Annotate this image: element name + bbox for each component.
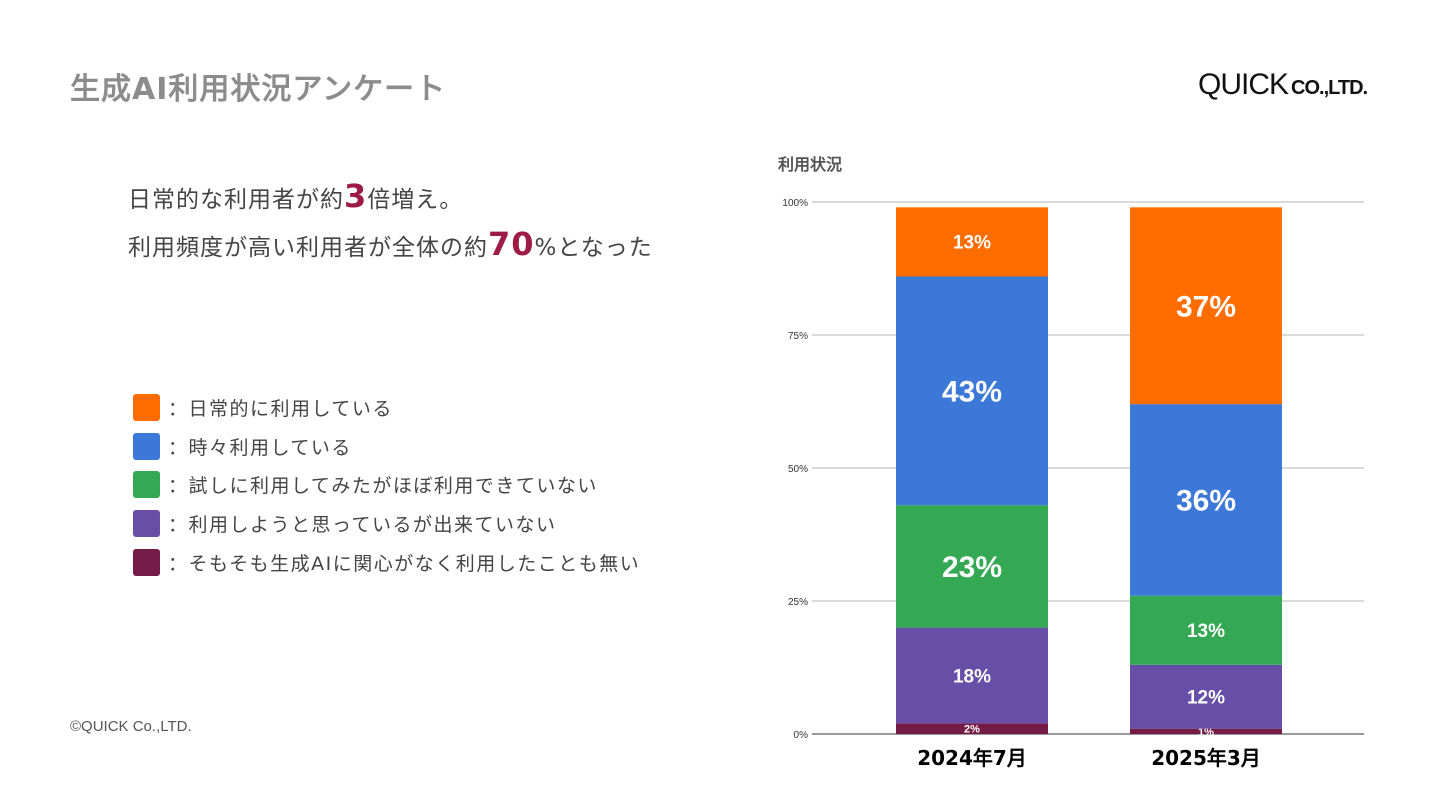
y-tick-label-25: 25% <box>788 597 808 608</box>
page-title: 生成AI利用状況アンケート <box>70 72 447 107</box>
headline-line-1-pre: 日常的な利用者が約 <box>128 187 344 213</box>
data-label-0-3: 43% <box>942 376 1002 409</box>
logo-sub-text: CO.,LTD. <box>1291 77 1368 99</box>
bar-segment-0-2 <box>896 505 1048 628</box>
chart-bars: 2% 18% 23% 43% 13% 1% 12% 13% 36% 37% <box>896 207 1282 738</box>
data-label-1-0: 1% <box>1198 726 1214 738</box>
bar-segment-0-1 <box>896 627 1048 724</box>
legend-label-sometimes: ：時々利用している <box>168 436 352 459</box>
y-tick-label-0: 0% <box>794 730 809 741</box>
data-label-1-4: 37% <box>1176 291 1236 324</box>
headline-line-1: 日常的な利用者が約3倍増え。 <box>128 174 653 222</box>
data-label-0-0: 2% <box>964 724 980 736</box>
data-label-0-4: 13% <box>953 233 991 254</box>
headline-line-2-post: %となった <box>534 235 653 261</box>
bar-segment-0-4 <box>896 207 1048 277</box>
legend-label-never: ：そもそも生成AIに関心がなく利用したことも無い <box>168 553 641 576</box>
chart-title: 利用状況 <box>778 155 842 174</box>
bar-segment-1-0 <box>1130 728 1282 734</box>
logo-main-text: QUICK <box>1198 68 1289 101</box>
legend-label-tried: ：試しに利用してみたがほぼ利用できていない <box>168 475 598 498</box>
legend-item-tried: ：試しに利用してみたがほぼ利用できていない <box>133 466 640 505</box>
data-label-1-3: 36% <box>1176 485 1236 518</box>
legend-label-daily: ：日常的に利用している <box>168 397 393 420</box>
legend-swatch-never <box>133 549 160 577</box>
headline-line-1-highlight: 3 <box>344 177 368 215</box>
data-label-0-2: 23% <box>942 551 1002 584</box>
copyright: ©QUICK Co.,LTD. <box>70 718 192 735</box>
bar-segment-1-1 <box>1130 664 1282 729</box>
legend-swatch-daily <box>133 393 160 421</box>
legend-item-never: ：そもそも生成AIに関心がなく利用したことも無い <box>133 543 640 582</box>
legend-swatch-tried <box>133 471 160 499</box>
legend-item-intend: ：利用しようと思っているが出来ていない <box>133 504 640 543</box>
headline-line-1-post: 倍増え。 <box>367 187 464 213</box>
legend-item-sometimes: ：時々利用している <box>133 427 640 466</box>
legend-label-intend: ：利用しようと思っているが出来ていない <box>168 514 557 537</box>
data-label-1-1: 12% <box>1187 688 1225 709</box>
legend-swatch-intend <box>133 510 160 538</box>
data-label-1-2: 13% <box>1187 621 1225 642</box>
x-category-label-1: 2025年3月 <box>1151 746 1261 770</box>
headline-line-2-highlight: 70 <box>488 225 535 263</box>
legend-swatch-sometimes <box>133 432 160 460</box>
x-category-label-0: 2024年7月 <box>917 746 1027 770</box>
data-label-0-1: 18% <box>953 666 991 687</box>
headline: 日常的な利用者が約3倍増え。 利用頻度が高い利用者が全体の約70%となった <box>128 174 653 270</box>
headline-line-2: 利用頻度が高い利用者が全体の約70%となった <box>128 222 653 270</box>
bar-segment-0-3 <box>896 276 1048 506</box>
bar-segment-0-0 <box>896 723 1048 734</box>
bar-segment-1-3 <box>1130 404 1282 596</box>
y-tick-label-50: 50% <box>788 464 808 475</box>
bar-segment-1-4 <box>1130 207 1282 405</box>
legend-item-daily: ：日常的に利用している <box>133 388 640 427</box>
y-tick-label-75: 75% <box>788 331 808 342</box>
legend: ：日常的に利用している ：時々利用している ：試しに利用してみたがほぼ利用できて… <box>133 388 640 582</box>
headline-line-2-pre: 利用頻度が高い利用者が全体の約 <box>128 235 488 261</box>
company-logo: QUICK CO.,LTD. <box>1198 68 1368 102</box>
y-tick-label-100: 100% <box>782 198 808 209</box>
bar-segment-1-2 <box>1130 595 1282 665</box>
chart-axis: 0% 25% 50% 75% 100% 2024年7月 2025年3月 <box>782 198 1260 770</box>
